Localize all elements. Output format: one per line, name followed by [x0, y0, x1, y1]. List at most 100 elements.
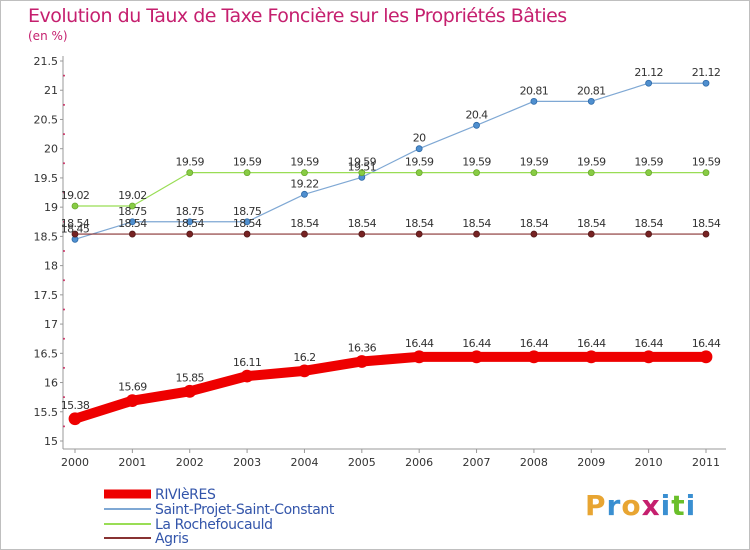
data-label: 18.54 [634, 217, 663, 230]
data-point [243, 230, 251, 238]
data-point [702, 230, 710, 238]
legend-label: Agris [155, 531, 189, 547]
series-line-0 [70, 351, 711, 424]
data-label: 18.75 [175, 205, 204, 218]
x-tick-label: 2008 [520, 456, 548, 469]
data-label: 16.11 [233, 356, 262, 369]
data-label: 18.54 [577, 217, 606, 230]
y-tick-label: 15.5 [34, 406, 59, 419]
data-point [128, 230, 136, 238]
y-tick-label: 20 [44, 143, 58, 156]
series-line-2 [74, 172, 707, 207]
legend-label: RIVIèRES [155, 487, 216, 503]
data-point [186, 230, 194, 238]
data-label: 16.44 [462, 337, 491, 350]
data-point [473, 121, 480, 129]
data-point [301, 169, 308, 177]
data-point [530, 97, 538, 105]
y-tick-label: 20.5 [34, 113, 59, 126]
data-label: 18.75 [118, 205, 147, 218]
data-label: 18.54 [405, 217, 434, 230]
data-point [125, 394, 139, 408]
y-tick-label: 16.5 [34, 347, 59, 360]
y-tick-label: 21.5 [34, 55, 59, 68]
y-tick-label: 18.5 [34, 230, 59, 243]
data-point [584, 350, 598, 364]
data-point [415, 230, 423, 238]
data-label: 20.4 [465, 108, 488, 121]
data-label: 19.59 [634, 156, 663, 169]
data-label: 15.85 [175, 371, 204, 384]
data-point [470, 350, 483, 364]
y-tick-label: 17.5 [34, 289, 59, 302]
data-point [473, 230, 480, 238]
data-label: 16.36 [348, 341, 377, 354]
data-label: 18.75 [233, 205, 262, 218]
data-label: 21.12 [692, 66, 721, 79]
data-label: 19.59 [405, 156, 434, 169]
data-point [702, 169, 710, 177]
data-label: 18.54 [118, 217, 147, 230]
data-label: 19.59 [692, 156, 721, 169]
logo-letter: P [585, 489, 607, 522]
data-point [587, 97, 595, 105]
data-label: 19.59 [233, 156, 262, 169]
chart-axes: 15 15.5 16 16.5 17 17.5 18 18.5 19 19.5 20 20.5 21 21… [34, 55, 726, 469]
y-tick-label: 16 [44, 377, 58, 390]
y-tick-label: 17 [44, 318, 58, 331]
data-point [355, 355, 369, 368]
data-label: 18.54 [462, 217, 491, 230]
data-label: 16.44 [405, 337, 434, 350]
data-label: 16.44 [692, 337, 721, 350]
data-label: 18.54 [61, 217, 90, 230]
y-minor-tick [63, 74, 65, 77]
data-point [645, 230, 653, 238]
data-label: 20.81 [577, 84, 606, 97]
y-minor-tick [63, 250, 65, 252]
x-tick-label: 2003 [233, 456, 261, 469]
data-label: 15.69 [118, 381, 147, 394]
logo-letter: o [621, 489, 642, 522]
data-point [358, 230, 366, 238]
data-point [240, 369, 254, 383]
y-minor-tick [63, 396, 65, 399]
data-point [645, 79, 653, 87]
legend-label: La Rochefoucauld [155, 517, 273, 533]
x-tick-label: 2010 [635, 456, 663, 469]
data-label: 19.59 [520, 156, 549, 169]
data-point [71, 230, 79, 238]
data-label: 20.81 [520, 84, 549, 97]
legend-label: Saint-Projet-Saint-Constant [155, 502, 335, 518]
data-point [587, 230, 595, 238]
x-tick-label: 2007 [463, 456, 491, 469]
y-minor-tick [63, 103, 65, 106]
y-minor-tick [63, 162, 65, 165]
data-label: 18.54 [692, 217, 721, 230]
data-point [298, 364, 311, 378]
data-label: 19.02 [61, 189, 90, 202]
data-label: 16.44 [577, 337, 606, 350]
data-point [186, 169, 194, 177]
data-point [642, 350, 656, 364]
data-label: 19.22 [290, 177, 319, 190]
logo-letter: x [641, 489, 661, 522]
data-point [527, 350, 541, 364]
data-label: 18.54 [348, 217, 377, 230]
x-tick-label: 2004 [290, 456, 318, 469]
data-point [415, 145, 423, 153]
x-tick-label: 2011 [692, 456, 720, 469]
data-point [645, 169, 653, 177]
data-point [301, 230, 308, 238]
logo-letter: i [685, 489, 697, 522]
y-minor-tick [63, 220, 65, 223]
x-tick-label: 2002 [176, 456, 204, 469]
data-label: 15.38 [61, 399, 90, 412]
data-point [301, 190, 308, 198]
y-minor-tick [63, 279, 65, 282]
data-point [128, 218, 136, 226]
y-minor-tick [63, 308, 65, 311]
data-label: 18.54 [520, 217, 549, 230]
y-tick-label: 19 [44, 201, 58, 214]
data-point [243, 169, 251, 177]
